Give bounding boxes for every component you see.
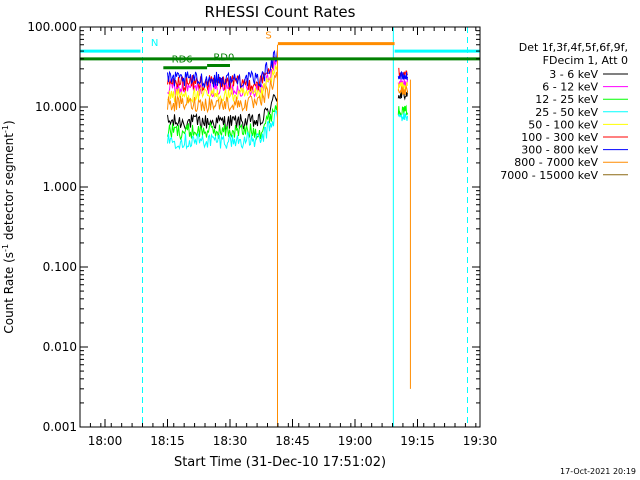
x-tick-label-5: 19:15 bbox=[400, 434, 435, 448]
plot-area: N RD6 RD0 S bbox=[79, 27, 480, 427]
y-tick-label-3: 0.100 bbox=[43, 260, 77, 274]
flag-label-N: N bbox=[151, 38, 158, 49]
legend-label-6: 300 - 800 keV bbox=[521, 144, 598, 157]
x-tick-label-4: 19:00 bbox=[338, 434, 373, 448]
y-tick-label-5: 0.001 bbox=[43, 420, 77, 434]
series-line-6-1 bbox=[397, 70, 408, 81]
flag-label-RD6: RD6 bbox=[172, 55, 193, 66]
y-axis-label-main: Count Rate (s bbox=[2, 252, 16, 334]
x-tick-label-0: 18:00 bbox=[88, 434, 123, 448]
legend-label-2: 12 - 25 keV bbox=[535, 93, 598, 106]
legend-label-1: 6 - 12 keV bbox=[542, 81, 598, 94]
x-tick-label-2: 18:30 bbox=[213, 434, 248, 448]
legend-label-5: 100 - 300 keV bbox=[521, 131, 598, 144]
series-line-7-0 bbox=[167, 71, 278, 114]
legend-label-8: 7000 - 15000 keV bbox=[500, 169, 598, 182]
flag-label-S: S bbox=[265, 31, 271, 42]
legend-label-7: 800 - 7000 keV bbox=[514, 156, 598, 169]
flag-label-RD0: RD0 bbox=[213, 53, 234, 64]
series-line-4-0 bbox=[167, 64, 278, 105]
series-line-2-1 bbox=[397, 104, 408, 117]
legend-header-line2: FDecim 1, Att 0 bbox=[543, 54, 628, 67]
y-tick-label-1: 10.000 bbox=[35, 100, 77, 114]
x-axis: 18:00 18:15 18:30 18:45 19:00 19:15 19:30 bbox=[88, 27, 498, 448]
series-line-3-0 bbox=[167, 109, 278, 151]
series-line-3-1 bbox=[397, 112, 408, 122]
plot-frame bbox=[79, 26, 481, 428]
y-tick-label-4: 0.010 bbox=[43, 340, 77, 354]
legend-label-0: 3 - 6 keV bbox=[549, 68, 598, 81]
series-line-2-0 bbox=[167, 101, 278, 141]
legend: Det 1f,3f,4f,5f,6f,9f, FDecim 1, Att 0 3… bbox=[500, 41, 628, 182]
y-axis: 100.000 10.000 1.000 0.100 0.010 0.001 bbox=[27, 20, 480, 434]
series-line-7-1 bbox=[397, 84, 408, 96]
y-axis-label-close: ) bbox=[2, 120, 16, 125]
y-axis-label-superscript: -1 bbox=[1, 244, 10, 252]
legend-label-4: 50 - 100 keV bbox=[528, 118, 598, 131]
y-tick-label-0: 100.000 bbox=[27, 20, 77, 34]
x-tick-label-6: 19:30 bbox=[463, 434, 498, 448]
y-axis-label-tail: detector segment bbox=[2, 133, 16, 244]
y-axis-label-superscript-2: -1 bbox=[1, 125, 10, 133]
footer-timestamp: 17-Oct-2021 20:19 bbox=[560, 467, 636, 476]
legend-label-3: 25 - 50 keV bbox=[535, 106, 598, 119]
x-axis-label: Start Time (31-Dec-10 17:51:02) bbox=[174, 455, 386, 470]
y-tick-label-2: 1.000 bbox=[43, 180, 77, 194]
series-line-6-0 bbox=[167, 49, 278, 88]
chart-title: RHESSI Count Rates bbox=[205, 3, 356, 21]
x-tick-label-1: 18:15 bbox=[150, 434, 185, 448]
y-axis-label: Count Rate (s-1 detector segment-1) bbox=[1, 120, 16, 333]
legend-header-line1: Det 1f,3f,4f,5f,6f,9f, bbox=[519, 41, 628, 54]
x-tick-label-3: 18:45 bbox=[275, 434, 310, 448]
